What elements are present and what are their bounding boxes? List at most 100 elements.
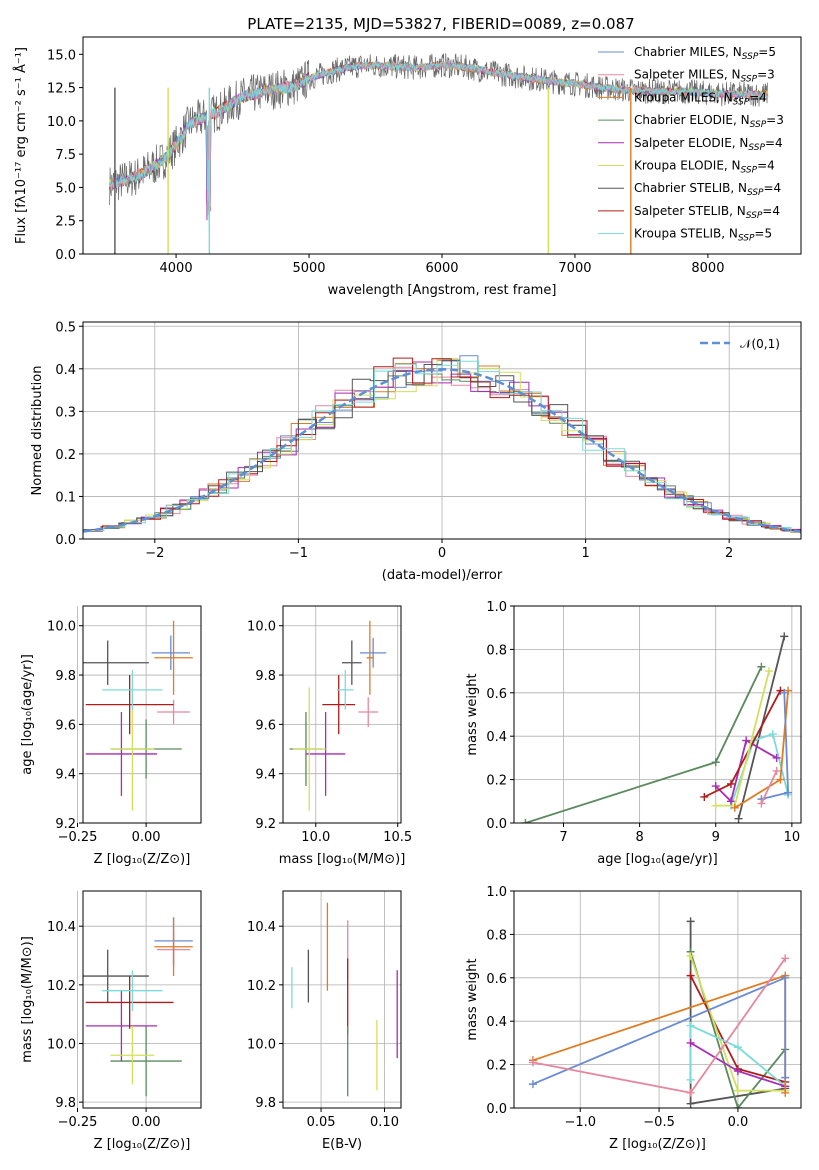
data-point bbox=[85, 675, 174, 735]
data-point bbox=[337, 670, 354, 710]
mass-vs-metallicity-panel: −0.25 0.00 9.8 10.0 10.2 10.4 Z [log₁₀(Z/Z⊙)] m… bbox=[20, 890, 202, 1152]
x-tick-label: 10.5 bbox=[383, 830, 412, 845]
y-tick-label: 10.0 bbox=[47, 115, 76, 130]
y-tick-label: 9.2 bbox=[255, 817, 276, 832]
data-point bbox=[360, 638, 387, 668]
weight-marker bbox=[686, 971, 695, 980]
weight-marker bbox=[765, 667, 774, 676]
x-axis-label: mass [log₁₀(M/M⊙)] bbox=[279, 852, 406, 867]
y-tick-label: 10.2 bbox=[247, 979, 276, 994]
x-tick-label: −1.0 bbox=[564, 1115, 596, 1130]
data-point bbox=[102, 970, 163, 1012]
legend-label: Salpeter STELIB, NSSP=4 bbox=[634, 204, 780, 221]
legend-label: Salpeter ELODIE, NSSP=4 bbox=[634, 136, 783, 153]
weight-marker bbox=[772, 753, 781, 762]
y-axis-label: age [log₁₀(age/yr)] bbox=[20, 654, 35, 775]
x-axis-label: age [log₁₀(age/yr)] bbox=[597, 852, 718, 867]
x-tick-label: 2 bbox=[725, 546, 733, 561]
axes: −1.0 −0.5 0.0 0.0 0.2 0.4 0.6 0.8 1.0 Z [log₁₀(Z/… bbox=[465, 885, 802, 1152]
y-tick-label: 0.6 bbox=[486, 972, 507, 987]
grid-lines bbox=[514, 890, 801, 1109]
y-tick-label: 15.0 bbox=[47, 48, 76, 63]
x-tick-label: 5000 bbox=[292, 261, 325, 276]
x-tick-label: −0.25 bbox=[58, 1115, 98, 1130]
x-tick-label: 4000 bbox=[160, 261, 193, 276]
x-tick-label: 0.00 bbox=[132, 1115, 161, 1130]
data-point bbox=[83, 640, 149, 685]
weight-marker bbox=[781, 954, 790, 963]
x-tick-label: −2 bbox=[145, 546, 164, 561]
data-point bbox=[154, 917, 193, 977]
axes-frame bbox=[82, 36, 802, 255]
weight-marker bbox=[711, 801, 720, 810]
data-point bbox=[85, 712, 158, 796]
y-tick-label: 10.0 bbox=[47, 620, 76, 635]
weight-marker bbox=[757, 662, 766, 671]
weight-marker bbox=[686, 1099, 695, 1108]
plot-area bbox=[289, 620, 387, 811]
x-tick-label: 0.05 bbox=[307, 1115, 336, 1130]
y-tick-label: 0.8 bbox=[486, 643, 507, 658]
y-tick-label: 9.8 bbox=[55, 1096, 76, 1111]
weight-marker bbox=[700, 792, 709, 801]
x-tick-label: 0.10 bbox=[370, 1115, 399, 1130]
x-axis-label: E(B-V) bbox=[322, 1137, 362, 1152]
data-point bbox=[366, 620, 374, 695]
y-tick-label: 0.6 bbox=[486, 687, 507, 702]
y-tick-label: 9.6 bbox=[55, 718, 76, 733]
plot-area bbox=[83, 620, 193, 811]
legend-label: Chabrier ELODIE, NSSP=3 bbox=[634, 113, 784, 130]
legend-label: Chabrier STELIB, NSSP=4 bbox=[634, 181, 781, 198]
x-tick-label: −0.25 bbox=[58, 830, 98, 845]
y-tick-label: 9.8 bbox=[255, 669, 276, 684]
weight-marker bbox=[686, 917, 695, 926]
x-axis-label: (data-model)/error bbox=[382, 568, 503, 583]
spectrum-line bbox=[109, 60, 769, 232]
weight-marker bbox=[742, 736, 751, 745]
y-tick-label: 10.2 bbox=[47, 979, 76, 994]
weights-vs-age-panel: 7 8 9 10 0.0 0.2 0.4 0.6 0.8 1.0 age [log₁₀(age/yr… bbox=[465, 600, 802, 867]
spectrum-panel: 4000 5000 6000 7000 8000 0.0 2.5 5.0 7.5 10.0 12.5… bbox=[13, 36, 802, 298]
y-tick-label: 0.0 bbox=[55, 533, 76, 548]
grid-lines bbox=[77, 891, 201, 1108]
y-tick-label: 0.8 bbox=[486, 928, 507, 943]
weight-marker bbox=[781, 973, 790, 982]
weight-marker bbox=[521, 819, 530, 823]
y-tick-label: 10.0 bbox=[247, 1037, 276, 1052]
age-vs-mass-panel: 10.0 10.5 9.2 9.4 9.6 9.8 10.0 mass [log₁₀(M/M⊙… bbox=[247, 605, 412, 867]
y-tick-label: 0.4 bbox=[486, 1015, 507, 1030]
x-tick-label: 0.0 bbox=[728, 1115, 749, 1130]
axes: 10.0 10.5 9.2 9.4 9.6 9.8 10.0 mass [log₁₀(M/M⊙… bbox=[247, 605, 412, 867]
weight-line bbox=[760, 770, 778, 804]
y-axis-label: mass weight bbox=[465, 958, 480, 1040]
axes-frame bbox=[282, 890, 402, 1109]
data-point bbox=[83, 949, 149, 1003]
plot-area bbox=[83, 355, 801, 534]
legend-label: Kroupa MILES, NSSP=4 bbox=[634, 90, 767, 107]
axes: −0.25 0.00 9.8 10.0 10.2 10.4 Z [log₁₀(Z/Z⊙)] m… bbox=[20, 890, 202, 1152]
x-tick-label: 9 bbox=[712, 830, 720, 845]
axes-frame bbox=[513, 890, 802, 1109]
weight-marker bbox=[686, 1075, 695, 1084]
x-axis-label: wavelength [Angstrom, rest frame] bbox=[328, 283, 557, 298]
y-tick-label: 0.2 bbox=[486, 1059, 507, 1074]
weights-vs-metallicity-panel: −1.0 −0.5 0.0 0.0 0.2 0.4 0.6 0.8 1.0 Z [log₁₀(Z/… bbox=[465, 885, 802, 1152]
y-tick-label: 0.4 bbox=[486, 730, 507, 745]
figure-title: PLATE=2135, MJD=53827, FIBERID=0089, z=0… bbox=[247, 15, 634, 33]
legend-label: Kroupa ELODIE, NSSP=4 bbox=[634, 159, 775, 176]
x-tick-label: 7 bbox=[559, 830, 567, 845]
weight-marker bbox=[726, 797, 735, 806]
x-axis-label: Z [log₁₀(Z/Z⊙)] bbox=[94, 852, 191, 867]
weight-marker bbox=[733, 1104, 742, 1108]
axes: 7 8 9 10 0.0 0.2 0.4 0.6 0.8 1.0 age [log₁₀(age/yr… bbox=[465, 600, 802, 867]
weight-marker bbox=[686, 1021, 695, 1030]
axes-frame bbox=[82, 605, 202, 824]
weight-marker bbox=[780, 688, 789, 697]
y-axis-label: Normed distribution bbox=[30, 366, 45, 496]
legend-label: 𝒩(0,1) bbox=[740, 337, 780, 351]
gaussian-curve bbox=[83, 368, 801, 533]
weight-marker bbox=[528, 1080, 537, 1089]
y-axis-label: Flux [fλ10⁻¹⁷ erg cm⁻² s⁻¹ Å⁻¹] bbox=[13, 47, 29, 244]
weight-marker bbox=[730, 803, 739, 812]
